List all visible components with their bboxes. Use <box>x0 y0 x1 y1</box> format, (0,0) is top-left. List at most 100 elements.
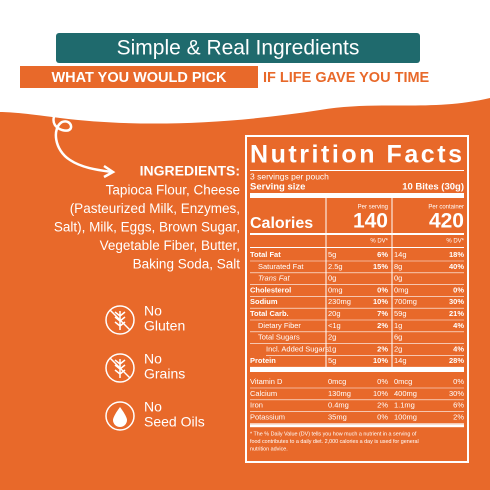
ingredient-line: Vegetable Fiber, Butter, <box>100 238 240 253</box>
amount: 0mg <box>328 285 343 294</box>
nutrient-name: Iron <box>250 401 263 410</box>
dv: 30% <box>449 389 464 398</box>
nutrition-panel <box>245 135 469 463</box>
badge-text: No <box>144 399 162 415</box>
rule <box>250 367 464 372</box>
dv: 18% <box>449 250 464 259</box>
amount: 2.5g <box>328 262 343 271</box>
rule <box>250 170 464 171</box>
dv: 21% <box>449 309 464 318</box>
serving-size-value: 10 Bites (30g) <box>402 182 464 193</box>
badge-icon <box>105 401 135 431</box>
dv: 2% <box>453 412 464 421</box>
nutrient-name: Dietary Fiber <box>258 321 301 330</box>
nutrient-name: Total Carb. <box>250 309 289 318</box>
dv: 0% <box>377 285 388 294</box>
amount: 2g <box>394 344 402 353</box>
swirl-arrow <box>52 90 113 174</box>
amount: 0.4mg <box>328 401 349 410</box>
amount: 5g <box>328 250 336 259</box>
amount: 6g <box>394 333 402 342</box>
calories-label: Calories <box>250 215 313 232</box>
arrow-head <box>103 164 116 179</box>
dv: 2% <box>377 401 388 410</box>
dv: 40% <box>449 262 464 271</box>
amount: 130mg <box>328 389 351 398</box>
dv: 10% <box>373 356 388 365</box>
amount: <1g <box>328 321 341 330</box>
nutrient-name: Incl. Added Sugars <box>266 344 329 353</box>
dv: 2% <box>377 321 388 330</box>
slash <box>109 357 131 379</box>
subtitle-rest: IF LIFE GAVE YOU TIME <box>263 70 430 86</box>
badge-text: No <box>144 303 162 319</box>
ingredient-line: Salt), Milk, Eggs, Brown Sugar, <box>54 220 240 235</box>
dv: 4% <box>453 344 464 353</box>
badge-icon <box>105 353 135 383</box>
rule <box>250 193 464 198</box>
amount: 1g <box>394 321 402 330</box>
subtitle-highlight: WHAT YOU WOULD PICK <box>51 70 227 86</box>
dv: 10% <box>373 389 388 398</box>
servings: 3 servings per pouch <box>250 171 329 181</box>
footnote: * The % Daily Value (DV) tells you how m… <box>250 432 417 438</box>
amount: 0mcg <box>328 377 346 386</box>
nutrient-name: Total Fat <box>250 250 281 259</box>
calories-value: 420 <box>429 210 464 233</box>
amount: 100mg <box>394 412 417 421</box>
calories-value: 140 <box>353 210 388 233</box>
amount: 59g <box>394 309 407 318</box>
amount: 0mcg <box>394 377 412 386</box>
nutrition-facts: Nutrition Facts 3 servings per pouchServi… <box>250 141 465 453</box>
dv: 6% <box>377 250 388 259</box>
badge-text: No <box>144 351 162 367</box>
footnote: food contributes to a daily diet. 2,000 … <box>250 439 419 445</box>
dv: 4% <box>453 321 464 330</box>
slash <box>109 309 131 331</box>
ingredient-line: Tapioca Flour, Cheese <box>106 183 240 198</box>
per-container: Per container <box>428 205 464 211</box>
dv: 0% <box>377 377 388 386</box>
amount: 1g <box>328 344 336 353</box>
amount: 0mg <box>394 285 409 294</box>
dv: 30% <box>449 297 464 306</box>
nutrient-name: Cholesterol <box>250 285 291 294</box>
dv-label: % DV* <box>370 239 388 245</box>
amount: 8g <box>394 262 402 271</box>
amount: 700mg <box>394 297 417 306</box>
drop-icon <box>113 407 127 427</box>
title-box <box>56 33 420 63</box>
nutrient-name: Trans Fat <box>258 274 290 283</box>
rule <box>250 424 464 428</box>
nutrient-name: Sodium <box>250 297 278 306</box>
footnote: nutrition advice. <box>250 447 288 453</box>
rule <box>250 233 464 235</box>
ingredients-heading: INGREDIENTS: <box>140 163 240 179</box>
badge-text: Grains <box>144 366 185 382</box>
dv: 15% <box>373 262 388 271</box>
dv: 0% <box>377 412 388 421</box>
nutrient-name: Total Sugars <box>258 333 300 342</box>
dv: 0% <box>453 285 464 294</box>
dv: 6% <box>453 401 464 410</box>
nutrient-name: Vitamin D <box>250 377 283 386</box>
dv: 7% <box>377 309 388 318</box>
title: Simple & Real Ingredients <box>117 37 360 60</box>
dv: 2% <box>377 344 388 353</box>
amount: 20g <box>328 309 341 318</box>
ingredient-line: (Pasteurized Milk, Enzymes, <box>70 201 240 216</box>
ingredient-line: Baking Soda, Salt <box>133 257 241 272</box>
amount: 14g <box>394 356 407 365</box>
dv: 0% <box>453 377 464 386</box>
badge-text: Seed Oils <box>144 414 205 430</box>
badge-icon <box>105 305 135 335</box>
dv: 28% <box>449 356 464 365</box>
amount: 230mg <box>328 297 351 306</box>
rule <box>250 247 464 248</box>
amount: 5g <box>328 356 336 365</box>
amount: 2g <box>328 333 336 342</box>
dv: 10% <box>373 297 388 306</box>
